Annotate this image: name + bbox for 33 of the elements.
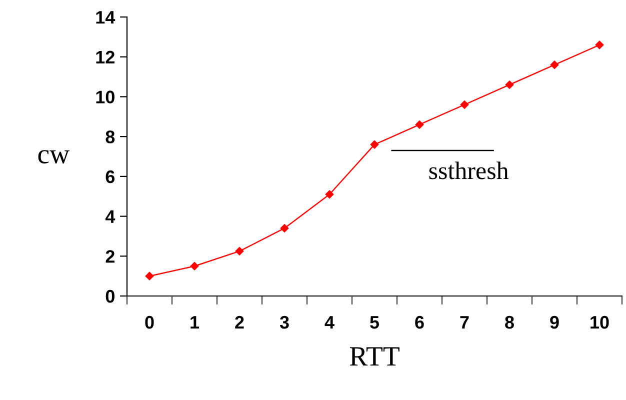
y-tick-label: 10 [96, 90, 114, 104]
x-tick-label: 2 [235, 316, 244, 329]
point [235, 247, 244, 256]
y-tick-label: 0 [106, 290, 114, 303]
y-tick-label: 8 [106, 130, 115, 144]
x-tick-label: 9 [550, 316, 559, 329]
y-tick-label: 2 [106, 250, 114, 263]
point [370, 140, 379, 149]
ref-line-label: ssthresh [429, 162, 508, 180]
y-tick-label: 12 [96, 50, 114, 64]
x-tick-label: 0 [145, 316, 154, 329]
x-tick-label: 4 [324, 316, 334, 329]
point [460, 100, 469, 109]
x-axis-title: RTT [350, 347, 400, 366]
x-tick-label: 8 [505, 316, 514, 329]
x-tick-label: 5 [370, 316, 380, 329]
point [550, 60, 559, 69]
point [280, 224, 289, 232]
y-tick-label: 6 [106, 170, 115, 184]
x-tick-label: 3 [280, 316, 289, 329]
y-axis-title: cw [38, 150, 70, 164]
point [415, 120, 424, 129]
point [325, 190, 334, 198]
x-tick-label: 6 [415, 316, 424, 329]
x-tick-label: 1 [190, 316, 200, 329]
x-tick-label: 7 [460, 316, 469, 329]
point [595, 40, 604, 50]
point [505, 80, 514, 89]
point [145, 272, 154, 280]
y-tick-label: 14 [96, 11, 116, 24]
x-tick-label: 10 [590, 316, 609, 329]
point [190, 262, 199, 270]
y-tick-label: 4 [105, 210, 116, 223]
